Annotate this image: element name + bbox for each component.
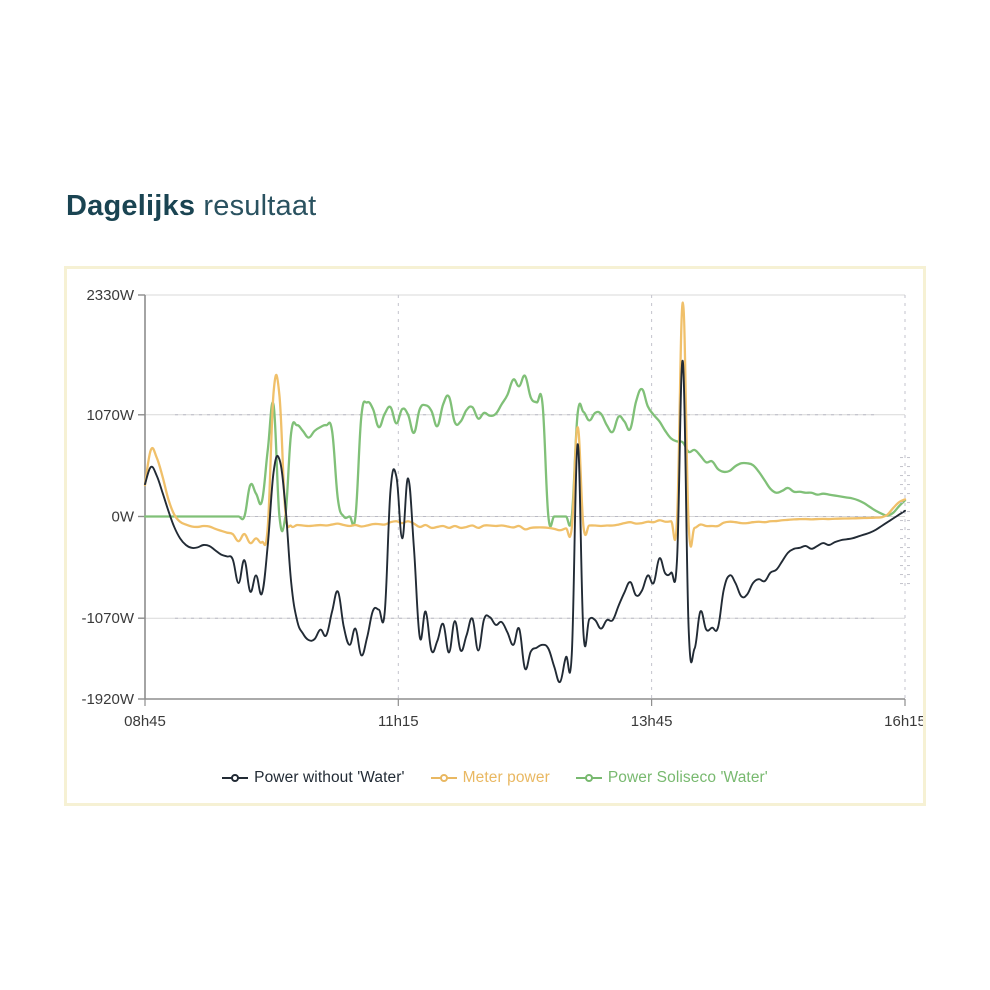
legend-item-power-soliseco-water[interactable]: Power Soliseco 'Water' [575,769,768,787]
page-title-rest: resultaat [195,190,317,222]
chart-card: 2330W 1070W 0W -1070W -1920W 08h45 11h15 13h45 1… [64,266,926,806]
legend-label: Power without 'Water' [254,769,405,786]
y-tick-label: 0W [112,508,135,525]
x-tick-label: 11h15 [378,713,419,730]
legend-item-meter-power[interactable]: Meter power [430,769,550,787]
series-line [144,360,906,684]
legend-marker-icon [430,772,457,784]
legend-item-power-without-water[interactable]: Power without 'Water' [222,769,404,787]
chart-area: 2330W 1070W 0W -1070W -1920W 08h45 11h15 13h45 1… [67,269,923,803]
legend-marker-icon [575,772,602,784]
y-tick-label: 2330W [86,287,134,304]
y-tick-label: -1070W [81,610,134,627]
legend-marker-icon [222,772,249,784]
x-tick-label: 08h45 [124,713,166,730]
daily-result-line-chart: 2330W 1070W 0W -1070W -1920W 08h45 11h15 13h45 1… [81,287,923,730]
x-tick-label: 16h15 [884,713,923,730]
series-line [143,374,907,533]
page-title: Dagelijks resultaat [66,190,316,223]
legend-label: Power Soliseco 'Water' [607,769,768,786]
x-tick-label: 13h45 [631,713,673,730]
y-tick-label: 1070W [86,407,134,424]
y-tick-label: -1920W [81,691,134,708]
series-line [143,301,907,548]
legend-label: Meter power [462,769,550,786]
page-title-bold: Dagelijks [66,190,196,222]
chart-legend: Power without 'Water' Meter power Power … [67,769,923,787]
